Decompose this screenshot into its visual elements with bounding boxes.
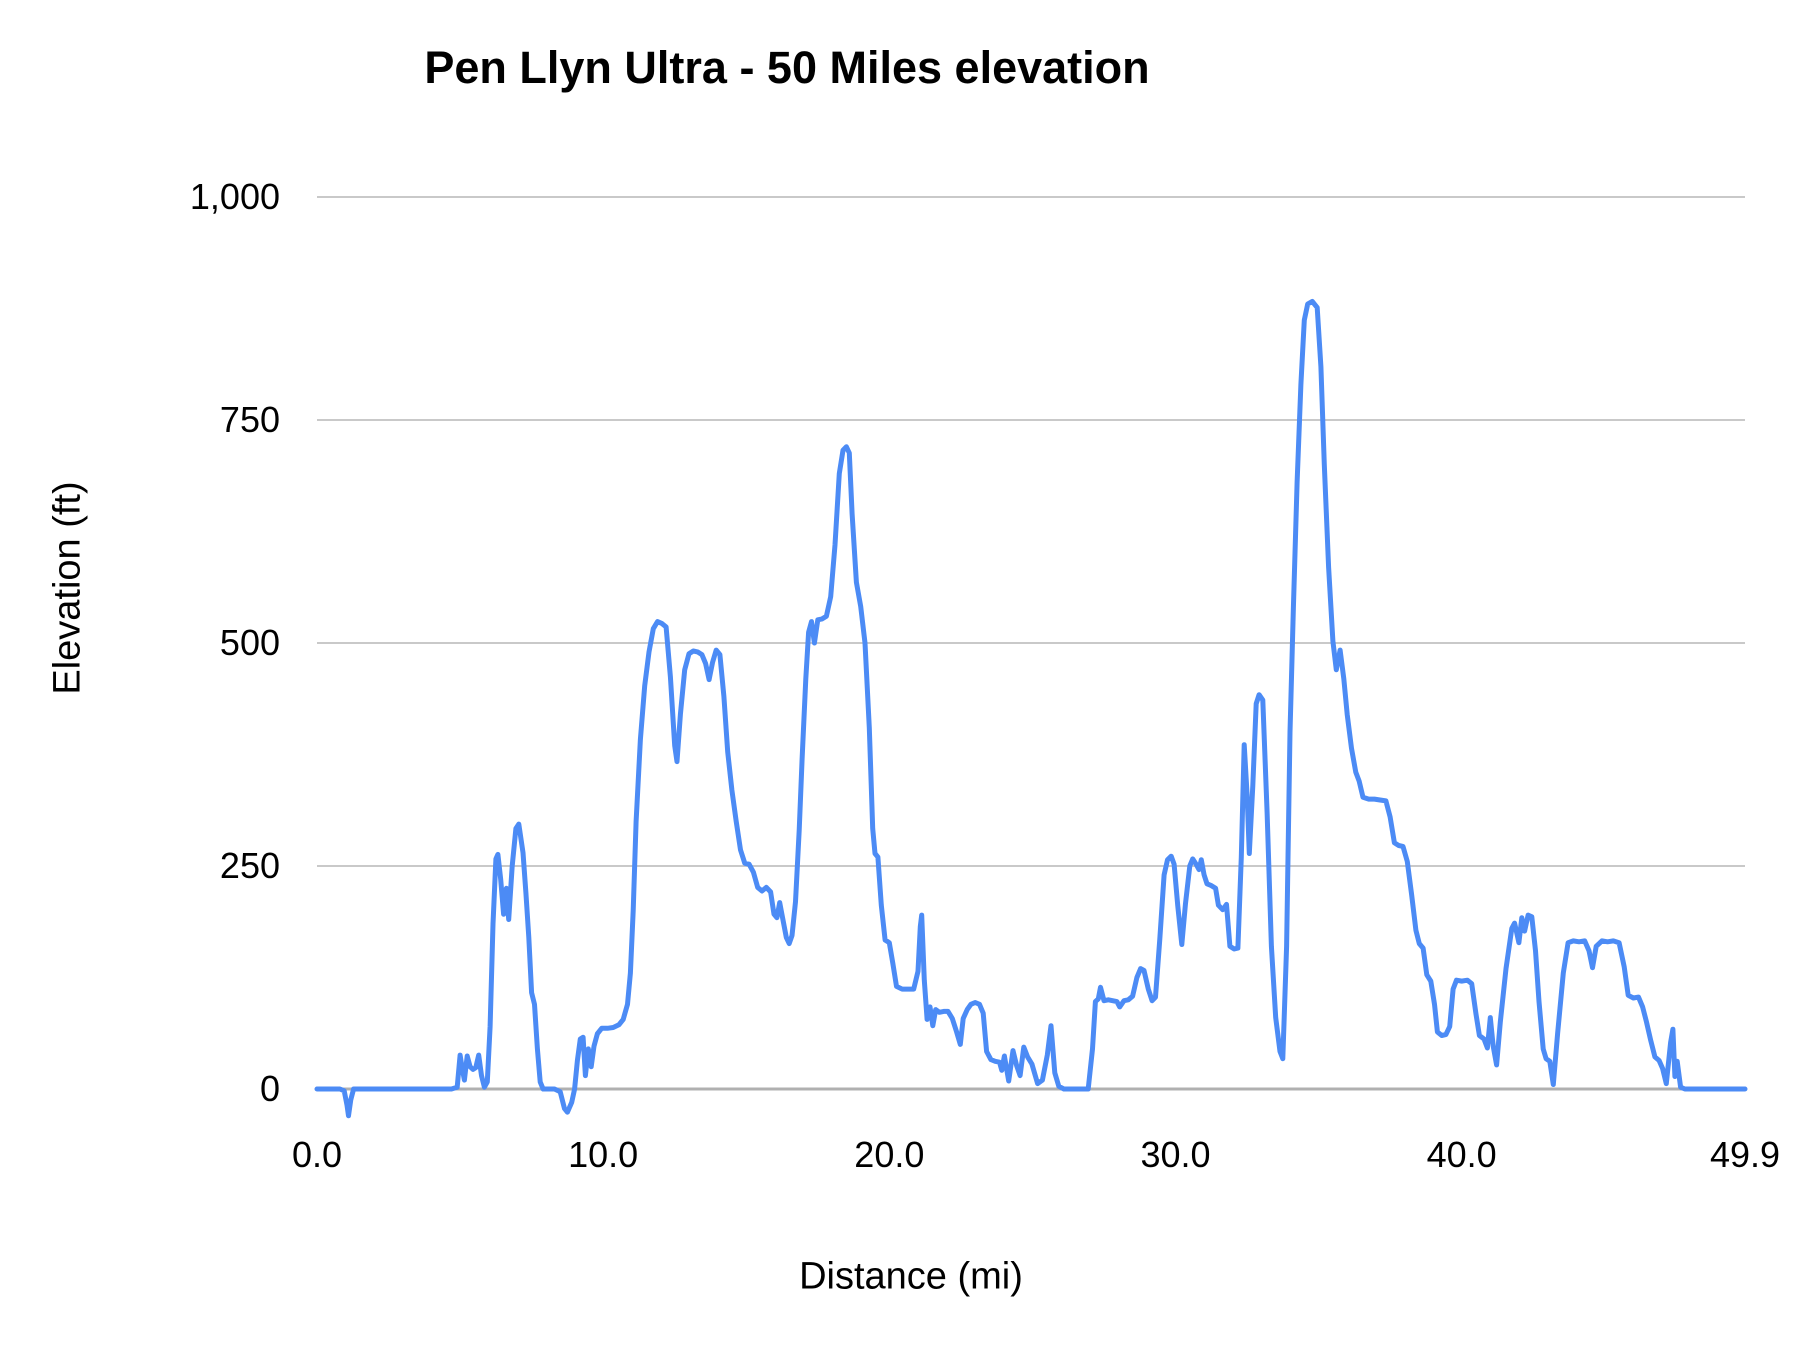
y-tick-label: 1,000 <box>190 176 280 217</box>
chart-title: Pen Llyn Ultra - 50 Miles elevation <box>424 42 1150 93</box>
y-tick-label: 250 <box>220 845 280 886</box>
x-tick-label: 20.0 <box>854 1134 924 1175</box>
x-tick-label: 10.0 <box>568 1134 638 1175</box>
y-tick-label: 0 <box>260 1068 280 1109</box>
x-tick-label: 40.0 <box>1427 1134 1497 1175</box>
x-tick-label: 30.0 <box>1140 1134 1210 1175</box>
x-tick-label: 49.9 <box>1710 1134 1780 1175</box>
y-tick-label: 500 <box>220 622 280 663</box>
x-axis-title: Distance (mi) <box>799 1255 1023 1298</box>
y-tick-label: 750 <box>220 399 280 440</box>
elevation-line <box>314 298 1748 1119</box>
x-tick-label: 0.0 <box>292 1134 342 1175</box>
